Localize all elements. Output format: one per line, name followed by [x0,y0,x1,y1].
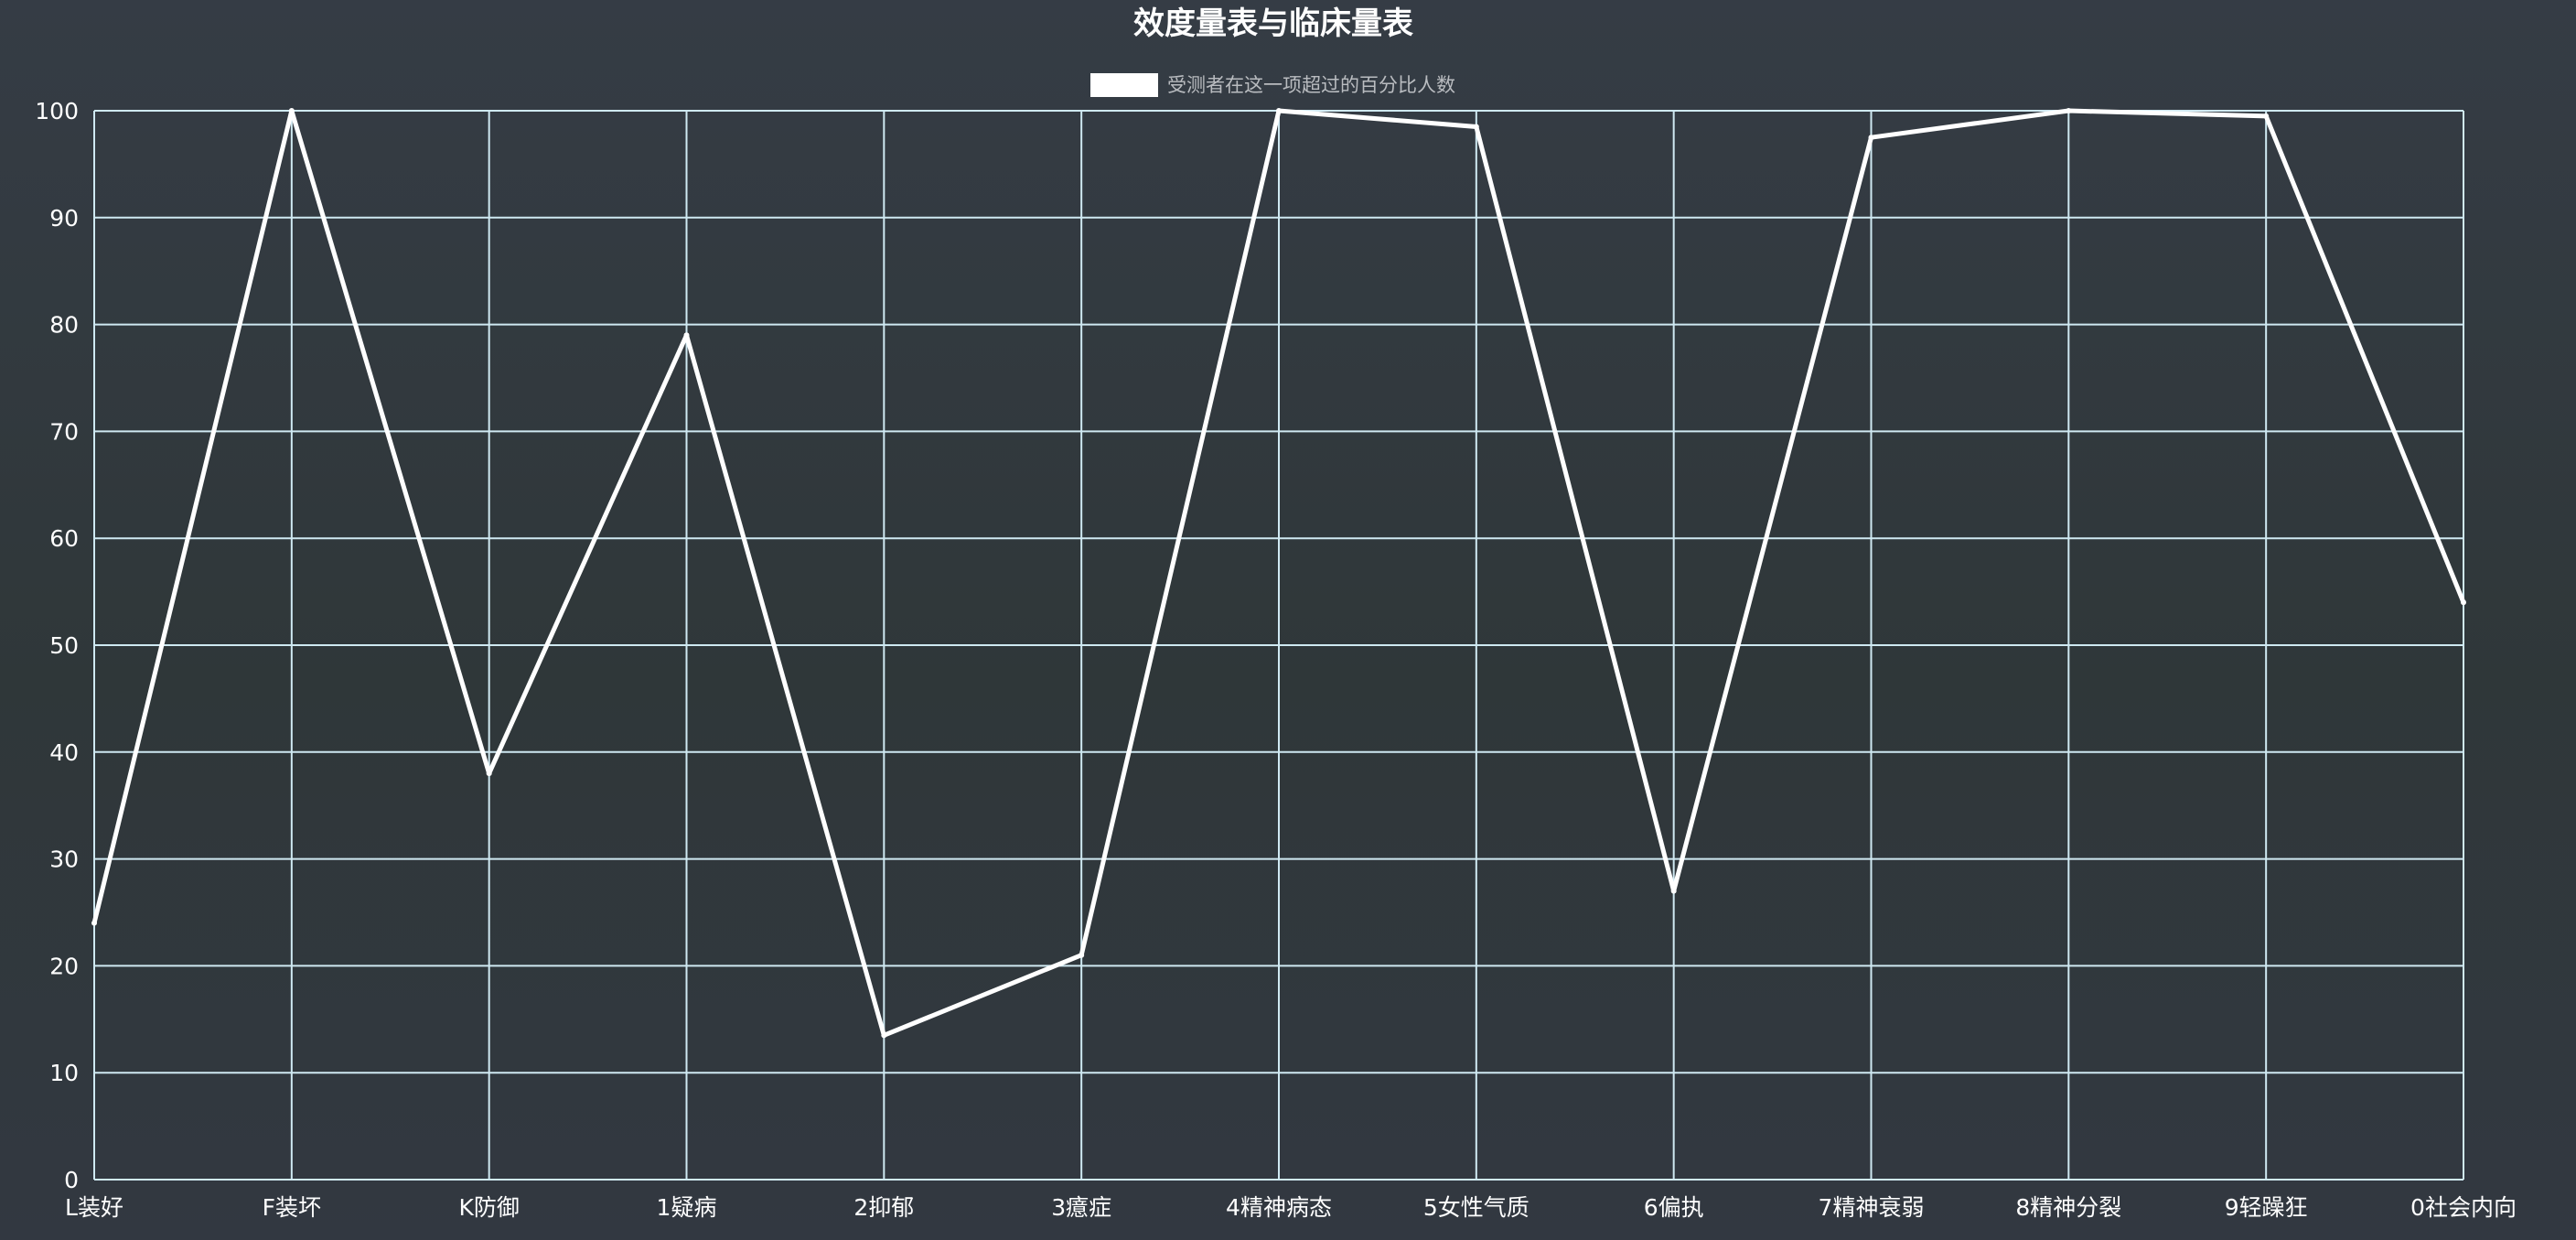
data-point[interactable] [1868,135,1874,141]
data-point[interactable] [1670,888,1677,894]
y-tick-label: 80 [49,312,79,339]
x-tick-label: L装好 [65,1194,123,1221]
data-point[interactable] [683,332,690,339]
data-point[interactable] [486,771,492,777]
y-tick-label: 50 [49,632,79,659]
series-group [91,108,2466,1039]
y-tick-label: 30 [49,846,79,873]
x-tick-label: 9轻躁狂 [2225,1194,2308,1221]
x-tick-label: 6偏执 [1644,1194,1704,1221]
x-tick-label: F装坏 [263,1194,321,1221]
y-tick-label: 60 [49,525,79,552]
data-point[interactable] [2263,113,2270,119]
y-tick-label: 40 [49,739,79,766]
data-point[interactable] [2461,599,2466,606]
x-tick-label: K防御 [458,1194,519,1221]
x-tick-label: 1疑病 [657,1194,717,1221]
x-tick-label: 5女性气质 [1423,1194,1530,1221]
chart-title: 效度量表与临床量表 [1133,5,1413,42]
x-tick-label: 4精神病态 [1226,1194,1332,1221]
data-point[interactable] [1473,124,1479,130]
data-point[interactable] [2066,108,2072,113]
data-point[interactable] [91,920,97,926]
x-tick-label: 3癔症 [1051,1194,1111,1221]
y-tick-label: 70 [49,418,79,445]
legend[interactable]: 受测者在这一项超过的百分比人数 [1090,73,1455,97]
y-tick-label: 100 [35,98,79,124]
data-point[interactable] [881,1032,887,1039]
data-point[interactable] [288,108,295,113]
data-point[interactable] [1079,952,1085,958]
x-axis-ticks: L装好 F装坏 K防御 1疑病 2抑郁 3癔症 4精神病态 5女性气质 6偏执 7精神衰弱 8精神分… [65,1194,2517,1221]
x-tick-label: 0社会内向 [2410,1194,2517,1221]
y-tick-label: 10 [49,1060,79,1086]
y-tick-label: 20 [49,953,79,979]
legend-swatch[interactable] [1090,73,1158,97]
y-tick-label: 90 [49,205,79,232]
x-tick-label: 7精神衰弱 [1819,1194,1925,1221]
y-axis-ticks: 0 10 20 30 40 50 60 70 80 90 100 [35,98,79,1193]
legend-label[interactable]: 受测者在这一项超过的百分比人数 [1167,74,1455,96]
x-tick-label: 8精神分裂 [2015,1194,2121,1221]
x-grid [93,111,2464,1180]
x-tick-label: 2抑郁 [853,1194,914,1221]
data-point[interactable] [1276,108,1282,113]
y-tick-label: 0 [64,1167,79,1193]
